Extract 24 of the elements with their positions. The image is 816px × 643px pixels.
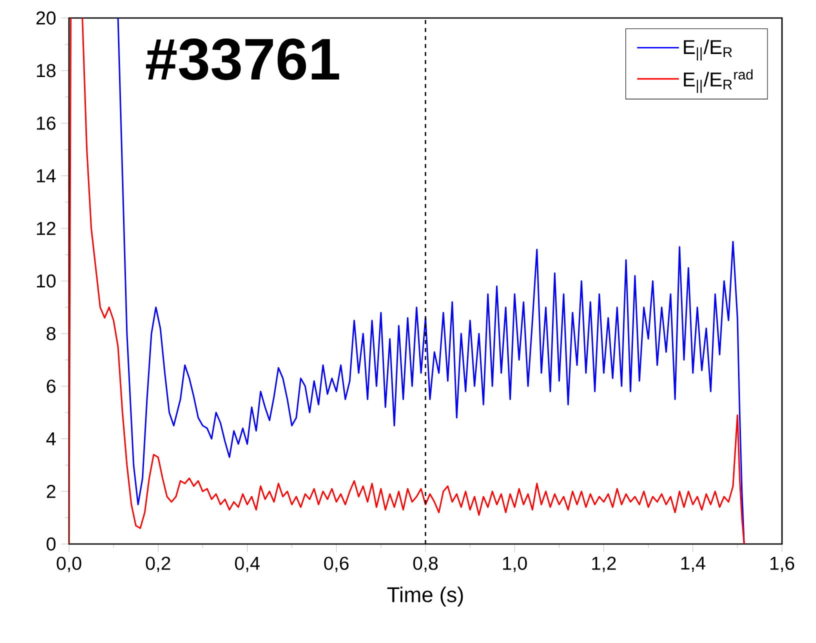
x-tick-label: 0,0 bbox=[56, 556, 82, 572]
x-tick-label: 1,4 bbox=[681, 556, 706, 572]
x-tick-label: 1,2 bbox=[592, 556, 616, 572]
y-tick-label: 10 bbox=[36, 274, 56, 288]
y-tick-label: 8 bbox=[46, 326, 56, 340]
x-tick-label: 0,4 bbox=[235, 556, 260, 572]
x-tick-label: 1,0 bbox=[503, 556, 527, 572]
y-tick-label: 6 bbox=[46, 380, 56, 393]
x-tick-label: 1,6 bbox=[770, 556, 794, 572]
legend-label: E$_{||}$/E$_{R}$ bbox=[684, 39, 732, 60]
y-tick-label: 12 bbox=[36, 222, 56, 235]
y-tick-label: 0 bbox=[46, 537, 56, 551]
x-tick-label: 0,6 bbox=[324, 556, 349, 572]
annotation: #33761 bbox=[146, 38, 340, 80]
x-tick-label: 0,2 bbox=[146, 556, 170, 572]
y-tick-label: 2 bbox=[46, 484, 56, 498]
y-tick-label: 14 bbox=[36, 169, 56, 182]
x-axis-title: Time (s) bbox=[387, 586, 463, 606]
y-tick-label: 16 bbox=[36, 116, 56, 130]
y-tick-label: 18 bbox=[36, 64, 56, 78]
legend-label: E$_{||}$/E$_{R}$rad bbox=[684, 69, 753, 93]
y-tick-label: 4 bbox=[46, 432, 56, 446]
x-tick-label: 0,8 bbox=[413, 556, 438, 572]
y-tick-label: 20 bbox=[36, 11, 56, 25]
